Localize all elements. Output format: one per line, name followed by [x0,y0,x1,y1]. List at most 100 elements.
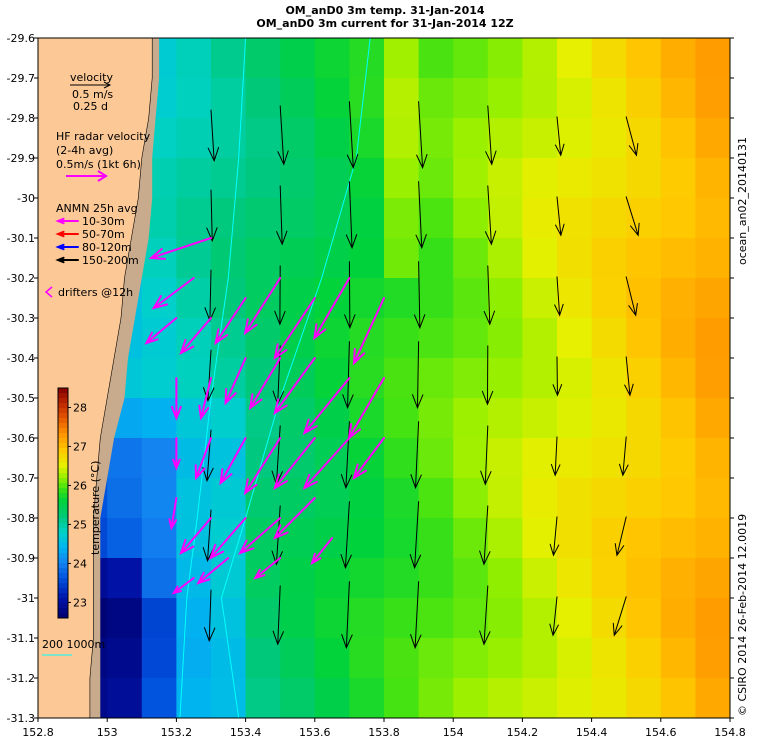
colorbar-segment [58,528,68,534]
temperature-cell [314,158,350,199]
temperature-cell [660,358,696,399]
temperature-cell [384,198,420,239]
model-current-arrow [276,185,288,246]
model-current-arrow [614,516,627,557]
model-current-arrow [346,101,359,170]
model-current-arrow [625,196,640,237]
colorbar-segment [58,433,68,439]
model-current-arrow [483,265,496,326]
y-tick-label: -30 [17,192,35,205]
temperature-cell [487,518,523,559]
temperature-cell [487,358,523,399]
hf-radar-arrow [253,557,282,580]
temperature-cell [557,238,593,279]
temperature-cell [660,438,696,479]
temperature-cell [453,158,489,199]
temperature-cell [557,518,593,559]
hf-radar-arrow [352,297,385,366]
model-current-arrow [342,341,354,410]
temperature-cell [280,478,316,519]
colorbar: 23 24 25 26 27 28 temperature (°C) [57,387,102,619]
y-tick-label: -29.6 [7,32,35,45]
colorbar-segment [58,413,68,419]
temperature-cell [453,518,489,559]
temperature-cell [176,198,212,239]
temperature-cell [626,278,662,319]
hf-radar-arrow [148,237,212,260]
model-current-arrow [625,276,638,317]
temperature-cell [522,158,558,199]
temperature-cell [176,438,212,479]
colorbar-tick-label: 27 [73,440,87,453]
temperature-cell [591,358,627,399]
temperature-cell [211,358,247,399]
temperature-cell [557,198,593,239]
temperature-cell [211,438,247,479]
temperature-cell [418,478,454,519]
colorbar-segment [58,543,68,549]
hf-radar-arrow [273,437,316,491]
colorbar-segment [58,593,68,599]
temperature-cell [349,278,385,319]
model-current-arrow [207,109,220,163]
legend-drifter-marker [44,286,53,298]
colorbar-segment [58,583,68,589]
temperature-cell [626,158,662,199]
legend-hf-scale: 0.5m/s (1kt 6h) [56,158,141,171]
temperature-cell [384,158,420,199]
y-tick-label: -29.7 [7,72,35,85]
hf-radar-arrow [179,317,212,356]
temperature-cell [487,438,523,479]
model-current-arrow [554,116,565,157]
y-tick-label: -30.8 [7,512,35,525]
legend-isobath-label: 200 1000m [42,638,105,651]
temperature-cell [522,318,558,359]
temperature-cell [349,398,385,439]
temperature-cell [384,318,420,359]
temperature-cell [453,238,489,279]
colorbar-segment [58,388,68,394]
temperature-cell [660,318,696,359]
y-tick-label: -31.1 [7,632,35,645]
temperature-cell [557,478,593,519]
temperature-cell [280,38,316,79]
model-current-arrow [552,356,563,397]
temperature-cell [349,158,385,199]
y-tick-label: -29.8 [7,112,35,125]
y-tick-label: -30.2 [7,272,35,285]
temperature-cell [591,38,627,79]
model-current-arrow [340,501,352,570]
temperature-cell [626,358,662,399]
temperature-cell [695,638,730,679]
temperature-cell [314,198,350,239]
temperature-cell [418,118,454,159]
hf-radar-arrow [170,377,182,421]
temperature-cell [626,398,662,439]
temperature-cell [487,638,523,679]
hf-radar-arrow [171,577,195,595]
legend-hf-avg: (2-4h avg) [56,144,113,157]
temperature-cell [107,678,143,718]
temperature-cell [141,438,177,479]
colorbar-segment [58,418,68,424]
temperature-cell [626,438,662,479]
temperature-cell [522,518,558,559]
temperature-cell [522,278,558,319]
x-tick-label: 152.8 [22,726,54,739]
temperature-cell [418,518,454,559]
temperature-cell [660,478,696,519]
temperature-cell [245,118,281,159]
y-tick-label: -29.9 [7,152,35,165]
temperature-cell [487,598,523,639]
temperature-cell [487,478,523,519]
hf-radar-arrow [273,357,316,416]
temperature-cell [314,638,350,679]
temperature-cell [557,638,593,679]
temperature-cell [695,198,730,239]
hf-radar-arrow [224,357,247,406]
temperature-cell [522,398,558,439]
hf-radar-arrow [248,357,282,411]
temperature-cell [453,678,489,718]
temperature-cell [384,518,420,559]
temperature-cell [349,478,385,519]
